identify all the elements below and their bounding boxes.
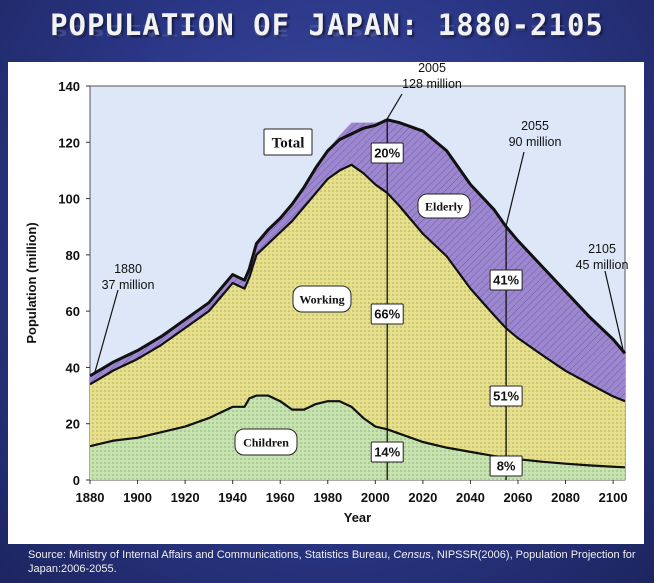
x-tick-label: 2080	[551, 490, 580, 505]
annotation-pointer	[505, 151, 525, 226]
x-tick-label: 1900	[123, 490, 152, 505]
share-2005-elderly-text: 20%	[374, 146, 400, 161]
share-2005-children: 14%	[370, 441, 404, 463]
share-2055-children-box	[489, 455, 523, 477]
x-tick-label: 2100	[599, 490, 628, 505]
x-tick-label: 1940	[218, 490, 247, 505]
share-2055-elderly-text: 41%	[493, 273, 519, 288]
share-2005-elderly-box	[370, 142, 404, 164]
annotation-2005: 2005 128 million	[386, 61, 462, 120]
label-children-text: Children	[243, 435, 289, 449]
annotation-year: 2105	[588, 242, 616, 256]
label-total-box	[263, 128, 313, 156]
label-working-box	[292, 285, 352, 313]
source-note: Source: Ministry of Internal Affairs and…	[28, 548, 638, 576]
share-2005-children-text: 14%	[374, 445, 400, 460]
share-2055-children-text: 8%	[497, 459, 516, 474]
x-tick-label: 1980	[313, 490, 342, 505]
label-total: Total	[263, 128, 313, 156]
y-tick-label: 20	[66, 417, 80, 432]
slide-title: POPULATION OF JAPAN: 1880-2105	[50, 8, 604, 42]
annotation-1880: 1880 37 million	[94, 262, 155, 373]
annotation-year: 2005	[418, 62, 446, 75]
y-tick-label: 140	[58, 79, 80, 94]
annotation-pointer	[386, 93, 403, 120]
annotation-pointer	[94, 289, 119, 373]
annotation-value: 128 million	[402, 77, 462, 91]
annotation-year: 1880	[114, 262, 142, 276]
label-elderly-text: Elderly	[425, 199, 463, 213]
source-census: Census	[393, 549, 431, 561]
y-tick-label: 40	[66, 360, 80, 375]
share-2055-elderly-box	[489, 269, 523, 291]
x-tick-label: 1960	[266, 490, 295, 505]
annotation-2055: 2055 90 million	[505, 119, 562, 226]
x-tick-label: 2060	[504, 490, 533, 505]
share-2055-children: 8%	[489, 455, 523, 477]
annotation-2105: 2105 45 million	[576, 242, 629, 350]
label-working-text: Working	[299, 292, 344, 306]
share-2005-elderly: 20%	[370, 142, 404, 164]
annotation-year: 2055	[521, 119, 549, 133]
y-tick-label: 100	[58, 192, 80, 207]
y-tick-label: 60	[66, 304, 80, 319]
source-text: Source: Ministry of Internal Affairs and…	[28, 549, 394, 561]
annotation-pointer	[604, 270, 624, 350]
label-elderly-box	[417, 193, 471, 219]
share-2055-elderly: 41%	[489, 269, 523, 291]
x-tick-label: 1920	[171, 490, 200, 505]
annotation-value: 45 million	[576, 258, 629, 272]
label-working: Working	[292, 285, 352, 313]
annotation-value: 90 million	[509, 135, 562, 149]
x-tick-label: 2000	[361, 490, 390, 505]
y-tick-label: 80	[66, 248, 80, 263]
share-2005-working-text: 66%	[374, 307, 400, 322]
source-text-end: , NIPSSR(2006), Population Projection fo…	[28, 549, 636, 575]
y-axis-label: Population (million)	[24, 222, 39, 343]
population-chart: 1880 1900 1920 1940 1960 1980 2000 2020 2040 2060…	[24, 61, 629, 525]
label-children-box	[234, 428, 298, 456]
x-axis-label: Year	[344, 510, 371, 525]
working-line	[89, 163, 626, 403]
label-elderly: Elderly	[417, 193, 471, 219]
share-2055-working-box	[489, 385, 523, 407]
share-2005-working-box	[370, 303, 404, 325]
y-tick-label: 120	[58, 135, 80, 150]
share-2005-children-box	[370, 441, 404, 463]
x-tick-label: 1880	[76, 490, 105, 505]
y-tick-label: 0	[73, 473, 80, 488]
label-total-text: Total	[272, 135, 305, 151]
chart-panel: 1880 1900 1920 1940 1960 1980 2000 2020 2040 2060…	[8, 61, 644, 544]
total-line	[89, 118, 627, 378]
x-tick-label: 2020	[408, 490, 437, 505]
x-tick-label: 2040	[456, 490, 485, 505]
label-children: Children	[234, 428, 298, 456]
share-2055-working: 51%	[489, 385, 523, 407]
annotation-value: 37 million	[102, 278, 155, 292]
share-2055-working-text: 51%	[493, 389, 519, 404]
share-2005-working: 66%	[370, 303, 404, 325]
